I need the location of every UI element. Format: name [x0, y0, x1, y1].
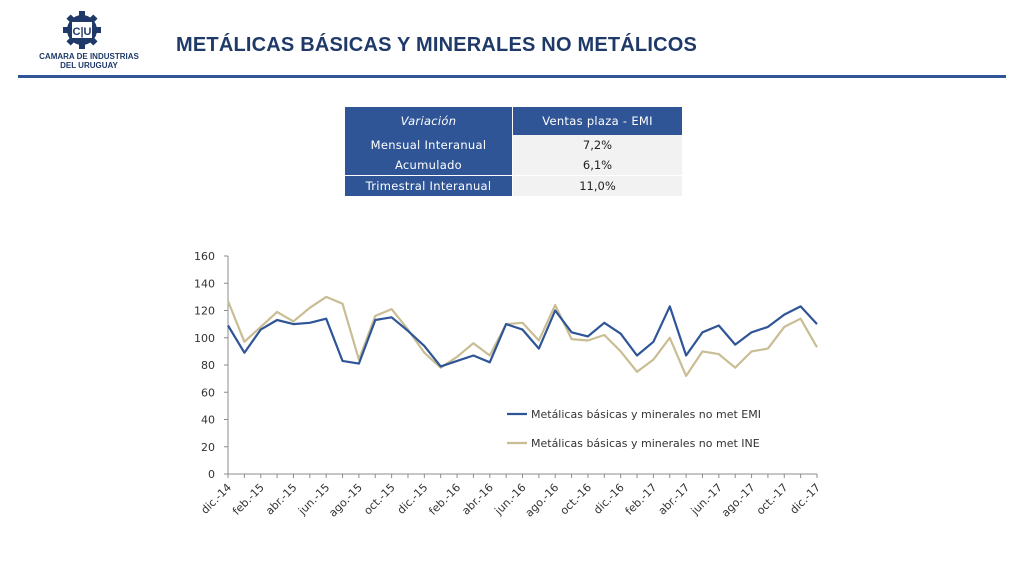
summary-row: Trimestral Interanual 11,0% — [345, 175, 682, 196]
x-tick-label: dic.-16 — [591, 481, 627, 517]
title-divider — [18, 75, 1006, 78]
x-tick-label: abr.-17 — [656, 481, 693, 518]
y-tick-label: 60 — [201, 386, 215, 399]
x-tick-label: dic.-17 — [787, 481, 823, 517]
gear-logo-icon: C|U — [63, 11, 101, 49]
y-tick-label: 120 — [194, 305, 215, 318]
logo-mark-text: C|U — [73, 26, 92, 38]
logo: C|U CAMARA DE INDUSTRIAS DEL URUGUAY — [24, 8, 154, 72]
summary-row-value: 11,0% — [512, 175, 682, 196]
y-tick-label: 20 — [201, 441, 215, 454]
x-tick-label: abr.-16 — [459, 481, 496, 518]
y-tick-label: 80 — [201, 359, 215, 372]
x-tick-label: jun.-15 — [295, 481, 332, 518]
x-tick-label: jun.-17 — [688, 481, 725, 518]
x-tick-label: ago.-17 — [719, 481, 758, 520]
summary-header-row: Variación Ventas plaza - EMI — [345, 107, 682, 135]
page-title: METÁLICAS BÁSICAS Y MINERALES NO METÁLIC… — [176, 34, 698, 56]
x-tick-label: feb.-15 — [230, 481, 267, 518]
summary-row-value: 6,1% — [512, 155, 682, 176]
series-line-emi — [227, 305, 818, 368]
y-tick-label: 140 — [194, 277, 215, 290]
legend-label: Metálicas básicas y minerales no met EMI — [531, 408, 761, 421]
x-tick-label: dic.-15 — [395, 481, 431, 517]
x-tick-label: ago.-16 — [523, 481, 562, 520]
summary-row: Mensual Interanual 7,2% — [345, 135, 682, 155]
x-tick-label: jun.-16 — [492, 481, 529, 518]
logo-text-line1: CAMARA DE INDUSTRIAS — [39, 52, 139, 61]
legend-label: Metálicas básicas y minerales no met INE — [531, 437, 760, 450]
x-tick-label: dic.-14 — [198, 481, 234, 517]
logo-text-line2: DEL URUGUAY — [60, 61, 118, 70]
y-tick-label: 100 — [194, 332, 215, 345]
x-tick-label: oct.-16 — [558, 481, 594, 517]
logo-text: CAMARA DE INDUSTRIAS DEL URUGUAY — [24, 52, 154, 70]
x-tick-label: oct.-15 — [361, 481, 397, 517]
summary-header-ventas: Ventas plaza - EMI — [512, 107, 682, 135]
summary-header-variacion: Variación — [345, 107, 513, 135]
summary-row-value: 7,2% — [512, 135, 682, 155]
x-tick-label: oct.-17 — [754, 481, 790, 517]
summary-row-label: Trimestral Interanual — [345, 175, 513, 196]
summary-row-label: Mensual Interanual — [345, 135, 513, 155]
summary-row: Acumulado 6,1% — [345, 155, 682, 176]
series-line-ine — [226, 295, 818, 377]
y-tick-label: 40 — [201, 414, 215, 427]
x-tick-label: abr.-15 — [263, 481, 300, 518]
y-tick-label: 0 — [208, 468, 215, 481]
x-tick-label: feb.-17 — [623, 481, 660, 518]
x-tick-label: ago.-15 — [326, 481, 365, 520]
summary-table: Variación Ventas plaza - EMI Mensual Int… — [345, 107, 682, 196]
y-tick-label: 160 — [194, 250, 215, 263]
summary-row-label: Acumulado — [345, 155, 513, 176]
x-tick-label: feb.-16 — [426, 481, 463, 518]
